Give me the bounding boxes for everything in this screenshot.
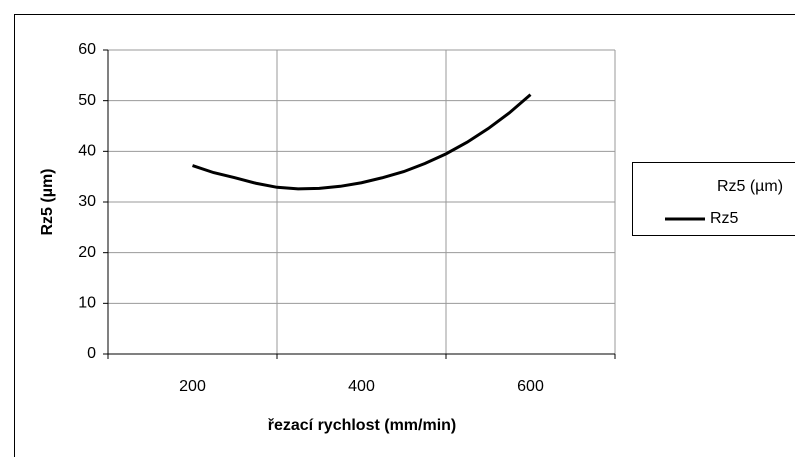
y-tick-label: 20 xyxy=(78,244,96,261)
y-axis-label: Rz5 (µm) xyxy=(39,169,56,236)
legend-title: Rz5 (µm) xyxy=(717,178,783,195)
x-axis-label: řezací rychlost (mm/min) xyxy=(268,417,457,434)
legend-box xyxy=(632,162,795,236)
x-tick-label: 600 xyxy=(517,378,544,395)
y-tick-label: 10 xyxy=(78,295,96,312)
legend-label: Rz5 xyxy=(710,210,739,227)
data-line xyxy=(192,93,532,191)
x-tick-label: 400 xyxy=(348,378,375,395)
x-tick-label: 200 xyxy=(179,378,206,395)
y-tick-label: 40 xyxy=(78,143,96,160)
y-tick-label: 50 xyxy=(78,92,96,109)
y-tick-label: 30 xyxy=(78,193,96,210)
y-tick-label: 0 xyxy=(87,345,96,362)
y-tick-label: 60 xyxy=(78,41,96,58)
